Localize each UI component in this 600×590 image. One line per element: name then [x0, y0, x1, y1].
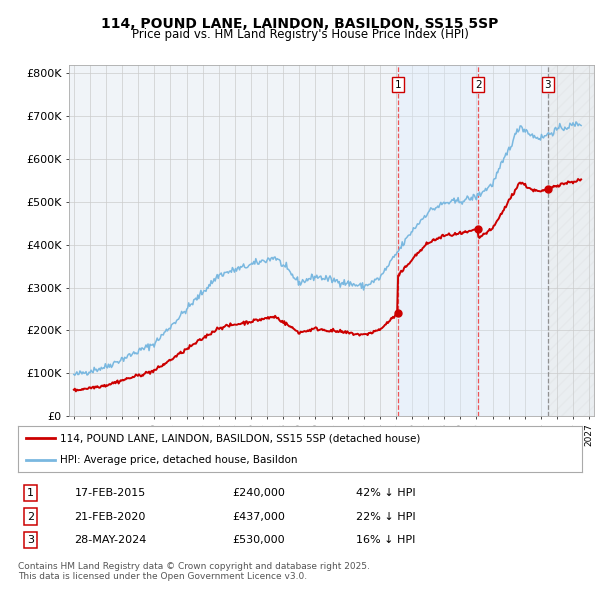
Text: £437,000: £437,000 [232, 512, 285, 522]
Text: 21-FEB-2020: 21-FEB-2020 [74, 512, 146, 522]
Text: 2: 2 [27, 512, 34, 522]
Text: 114, POUND LANE, LAINDON, BASILDON, SS15 5SP (detached house): 114, POUND LANE, LAINDON, BASILDON, SS15… [60, 434, 421, 444]
Text: 2: 2 [475, 80, 482, 90]
Text: 28-MAY-2024: 28-MAY-2024 [74, 535, 147, 545]
Text: 17-FEB-2015: 17-FEB-2015 [74, 488, 146, 498]
Text: 3: 3 [27, 535, 34, 545]
Text: 1: 1 [27, 488, 34, 498]
Text: 114, POUND LANE, LAINDON, BASILDON, SS15 5SP: 114, POUND LANE, LAINDON, BASILDON, SS15… [101, 17, 499, 31]
Bar [478, 65, 548, 416]
Bar [548, 65, 594, 416]
Text: 42% ↓ HPI: 42% ↓ HPI [356, 488, 416, 498]
Text: 22% ↓ HPI: 22% ↓ HPI [356, 512, 416, 522]
Text: 1: 1 [395, 80, 401, 90]
Text: 16% ↓ HPI: 16% ↓ HPI [356, 535, 416, 545]
Text: Price paid vs. HM Land Registry's House Price Index (HPI): Price paid vs. HM Land Registry's House … [131, 28, 469, 41]
Bar [398, 65, 478, 416]
Text: £240,000: £240,000 [232, 488, 285, 498]
Text: Contains HM Land Registry data © Crown copyright and database right 2025.
This d: Contains HM Land Registry data © Crown c… [18, 562, 370, 581]
Text: HPI: Average price, detached house, Basildon: HPI: Average price, detached house, Basi… [60, 454, 298, 464]
Text: 3: 3 [544, 80, 551, 90]
Text: £530,000: £530,000 [232, 535, 285, 545]
